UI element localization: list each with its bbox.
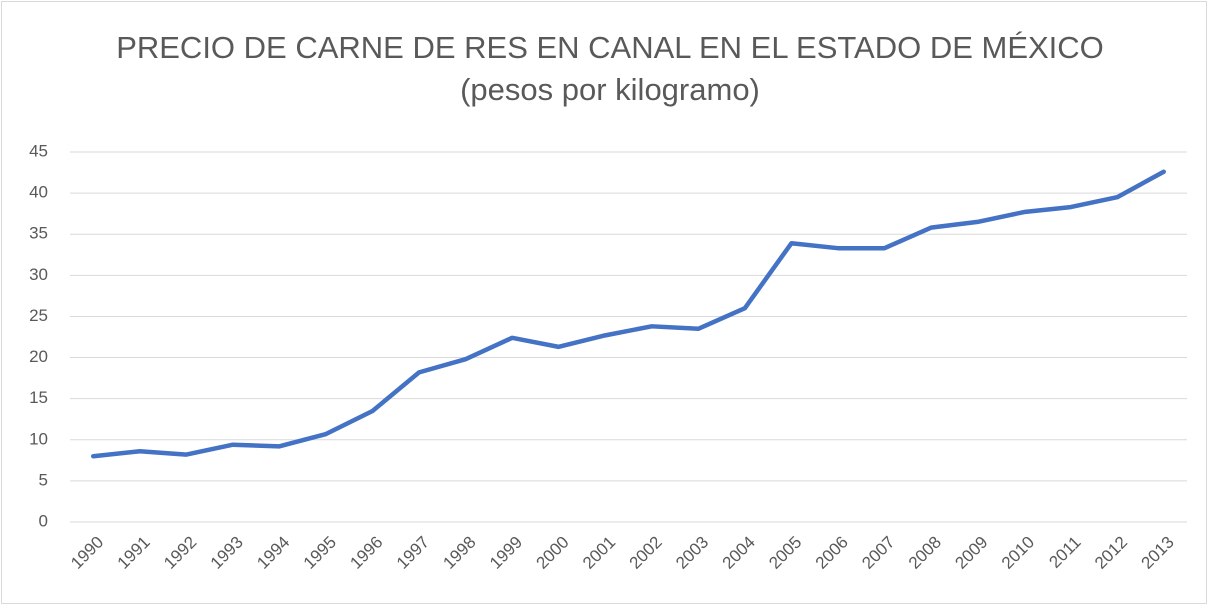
y-tick-label: 40 bbox=[29, 183, 48, 202]
line-series bbox=[91, 169, 1166, 459]
y-tick-label: 30 bbox=[29, 265, 48, 284]
y-tick-label: 20 bbox=[29, 347, 48, 366]
y-tick-label: 15 bbox=[29, 388, 48, 407]
y-tick-label: 25 bbox=[29, 306, 48, 325]
chart-title: PRECIO DE CARNE DE RES EN CANAL EN EL ES… bbox=[116, 30, 1104, 65]
y-tick-label: 5 bbox=[39, 470, 48, 489]
y-tick-label: 10 bbox=[29, 429, 48, 448]
y-tick-label: 45 bbox=[29, 141, 48, 160]
y-tick-label: 0 bbox=[39, 511, 48, 530]
chart-subtitle: (pesos por kilogramo) bbox=[460, 72, 760, 107]
y-tick-label: 35 bbox=[29, 224, 48, 243]
